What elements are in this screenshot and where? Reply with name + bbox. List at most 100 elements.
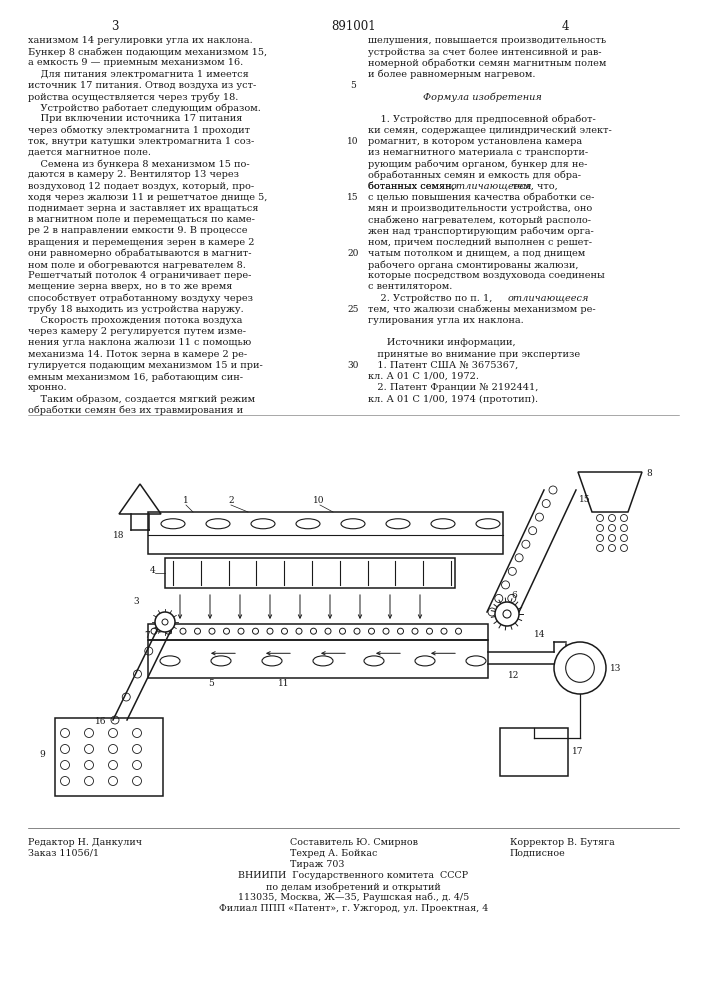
Text: тем, что жалюзи снабжены механизмом ре-: тем, что жалюзи снабжены механизмом ре- — [368, 305, 595, 314]
Text: Таким образом, создается мягкий режим: Таким образом, создается мягкий режим — [28, 394, 255, 404]
Text: 7: 7 — [144, 631, 150, 640]
Text: шелушения, повышается производительность: шелушения, повышается производительность — [368, 36, 606, 45]
Ellipse shape — [341, 519, 365, 529]
Text: При включении источника 17 питания: При включении источника 17 питания — [28, 114, 243, 123]
Text: Для питания электромагнита 1 имеется: Для питания электромагнита 1 имеется — [28, 70, 249, 79]
Text: по делам изобретений и открытий: по делам изобретений и открытий — [266, 882, 441, 892]
Ellipse shape — [211, 656, 231, 666]
Ellipse shape — [466, 656, 486, 666]
Text: 15: 15 — [347, 193, 359, 202]
Text: ханизмом 14 регулировки угла их наклона.: ханизмом 14 регулировки угла их наклона. — [28, 36, 252, 45]
Text: 4: 4 — [150, 566, 156, 575]
Text: ботанных семян,: ботанных семян, — [368, 182, 458, 191]
Text: кл. А 01 С 1/00, 1974 (прототип).: кл. А 01 С 1/00, 1974 (прототип). — [368, 394, 538, 404]
Text: в магнитном поле и перемещаться по каме-: в магнитном поле и перемещаться по каме- — [28, 215, 255, 224]
Text: 30: 30 — [347, 361, 358, 370]
Text: Техред А. Бойкас: Техред А. Бойкас — [290, 849, 378, 858]
Text: поднимает зерна и заставляет их вращаться: поднимает зерна и заставляет их вращатьс… — [28, 204, 259, 213]
Bar — [55, 718, 163, 796]
Text: номерной обработки семян магнитным полем: номерной обработки семян магнитным полем — [368, 58, 607, 68]
Text: нения угла наклона жалюзи 11 с помощью: нения угла наклона жалюзи 11 с помощью — [28, 338, 251, 347]
Text: тем, что,: тем, что, — [509, 182, 558, 191]
Text: рабочего органа смонтированы жалюзи,: рабочего органа смонтированы жалюзи, — [368, 260, 578, 269]
Text: Решетчатый потолок 4 ограничивает пере-: Решетчатый потолок 4 ограничивает пере- — [28, 271, 252, 280]
Text: с целью повышения качества обработки се-: с целью повышения качества обработки се- — [368, 193, 595, 202]
Text: ном поле и обогреваются нагревателем 8.: ном поле и обогреваются нагревателем 8. — [28, 260, 246, 269]
Text: Скорость прохождения потока воздуха: Скорость прохождения потока воздуха — [28, 316, 243, 325]
Text: 18: 18 — [113, 531, 124, 540]
Text: гулирования угла их наклона.: гулирования угла их наклона. — [368, 316, 524, 325]
Text: даются в камеру 2. Вентилятор 13 через: даются в камеру 2. Вентилятор 13 через — [28, 170, 239, 179]
Text: через обмотку электромагнита 1 проходит: через обмотку электромагнита 1 проходит — [28, 126, 250, 135]
Ellipse shape — [251, 519, 275, 529]
Circle shape — [495, 602, 519, 626]
Text: дается магнитное поле.: дается магнитное поле. — [28, 148, 151, 157]
Ellipse shape — [161, 519, 185, 529]
Text: 11: 11 — [278, 679, 289, 688]
Text: вращения и перемещения зерен в камере 2: вращения и перемещения зерен в камере 2 — [28, 238, 255, 247]
Text: 1. Устройство для предпосевной обработ-: 1. Устройство для предпосевной обработ- — [368, 114, 596, 124]
Text: Заказ 11056/1: Заказ 11056/1 — [28, 849, 99, 858]
Text: емным механизмом 16, работающим син-: емным механизмом 16, работающим син- — [28, 372, 243, 381]
Ellipse shape — [296, 519, 320, 529]
Text: Устройство работает следующим образом.: Устройство работает следующим образом. — [28, 103, 261, 113]
Text: 17: 17 — [572, 747, 583, 756]
Text: жен над транспортирующим рабочим орга-: жен над транспортирующим рабочим орга- — [368, 226, 594, 236]
Text: 25: 25 — [347, 305, 358, 314]
Text: 2. Устройство по п. 1,: 2. Устройство по п. 1, — [368, 294, 496, 303]
Bar — [148, 640, 488, 678]
Bar — [500, 728, 568, 776]
Text: рующим рабочим органом, бункер для не-: рующим рабочим органом, бункер для не- — [368, 159, 588, 169]
Text: кл. А 01 С 1/00, 1972.: кл. А 01 С 1/00, 1972. — [368, 372, 479, 381]
Text: Составитель Ю. Смирнов: Составитель Ю. Смирнов — [290, 838, 418, 847]
Text: 2: 2 — [228, 496, 233, 505]
Text: устройства за счет более интенсивной и рав-: устройства за счет более интенсивной и р… — [368, 47, 602, 57]
Text: а емкость 9 — приемным механизмом 16.: а емкость 9 — приемным механизмом 16. — [28, 58, 243, 67]
Text: Подписное: Подписное — [510, 849, 566, 858]
Text: из немагнитного материала с транспорти-: из немагнитного материала с транспорти- — [368, 148, 588, 157]
Ellipse shape — [431, 519, 455, 529]
Text: 891001: 891001 — [331, 20, 376, 33]
Text: ромагнит, в котором установлена камера: ромагнит, в котором установлена камера — [368, 137, 582, 146]
Text: 5: 5 — [350, 81, 356, 90]
Text: Редактор Н. Данкулич: Редактор Н. Данкулич — [28, 838, 142, 847]
Bar — [148, 512, 503, 554]
Text: 2. Патент Франции № 2192441,: 2. Патент Франции № 2192441, — [368, 383, 538, 392]
Text: 4: 4 — [561, 20, 568, 33]
Text: 10: 10 — [347, 137, 358, 146]
Text: 13: 13 — [610, 664, 621, 673]
Polygon shape — [119, 484, 161, 514]
Text: ройства осуществляется через трубу 18.: ройства осуществляется через трубу 18. — [28, 92, 238, 102]
Text: 14: 14 — [534, 630, 546, 639]
Text: 8: 8 — [646, 469, 652, 478]
Text: ток, внутри катушки электромагнита 1 соз-: ток, внутри катушки электромагнита 1 соз… — [28, 137, 255, 146]
Text: Формула изобретения: Формула изобретения — [423, 92, 542, 102]
Text: с вентилятором.: с вентилятором. — [368, 282, 452, 291]
Text: ре 2 в направлении емкости 9. В процессе: ре 2 в направлении емкости 9. В процессе — [28, 226, 247, 235]
Text: трубу 18 выходить из устройства наружу.: трубу 18 выходить из устройства наружу. — [28, 305, 244, 314]
Text: принятые во внимание при экспертизе: принятые во внимание при экспертизе — [368, 350, 580, 359]
Text: хронно.: хронно. — [28, 383, 68, 392]
Text: 20: 20 — [347, 249, 358, 258]
Text: мещение зерна вверх, но в то же время: мещение зерна вверх, но в то же время — [28, 282, 233, 291]
Text: 5: 5 — [208, 679, 214, 688]
Ellipse shape — [415, 656, 435, 666]
Text: Корректор В. Бутяга: Корректор В. Бутяга — [510, 838, 615, 847]
Ellipse shape — [262, 656, 282, 666]
Text: отличающееся: отличающееся — [451, 182, 532, 191]
Ellipse shape — [160, 656, 180, 666]
Text: 1. Патент США № 3675367,: 1. Патент США № 3675367, — [368, 361, 518, 370]
Text: механизма 14. Поток зерна в камере 2 ре-: механизма 14. Поток зерна в камере 2 ре- — [28, 350, 247, 359]
Text: 3: 3 — [133, 597, 139, 606]
Circle shape — [155, 612, 175, 632]
Text: Бункер 8 снабжен подающим механизмом 15,: Бункер 8 снабжен подающим механизмом 15, — [28, 47, 267, 57]
Text: Тираж 703: Тираж 703 — [290, 860, 344, 869]
Text: воздуховод 12 подает воздух, который, про-: воздуховод 12 подает воздух, который, пр… — [28, 182, 254, 191]
Text: 16: 16 — [95, 717, 107, 726]
Text: 1: 1 — [183, 496, 189, 505]
Text: обработанных семян и емкость для обра-: обработанных семян и емкость для обра- — [368, 170, 581, 180]
Text: 113035, Москва, Ж—35, Раушская наб., д. 4/5: 113035, Москва, Ж—35, Раушская наб., д. … — [238, 893, 469, 902]
Text: Источники информации,: Источники информации, — [368, 338, 515, 347]
Circle shape — [554, 642, 606, 694]
Text: отличающееся: отличающееся — [508, 294, 590, 303]
